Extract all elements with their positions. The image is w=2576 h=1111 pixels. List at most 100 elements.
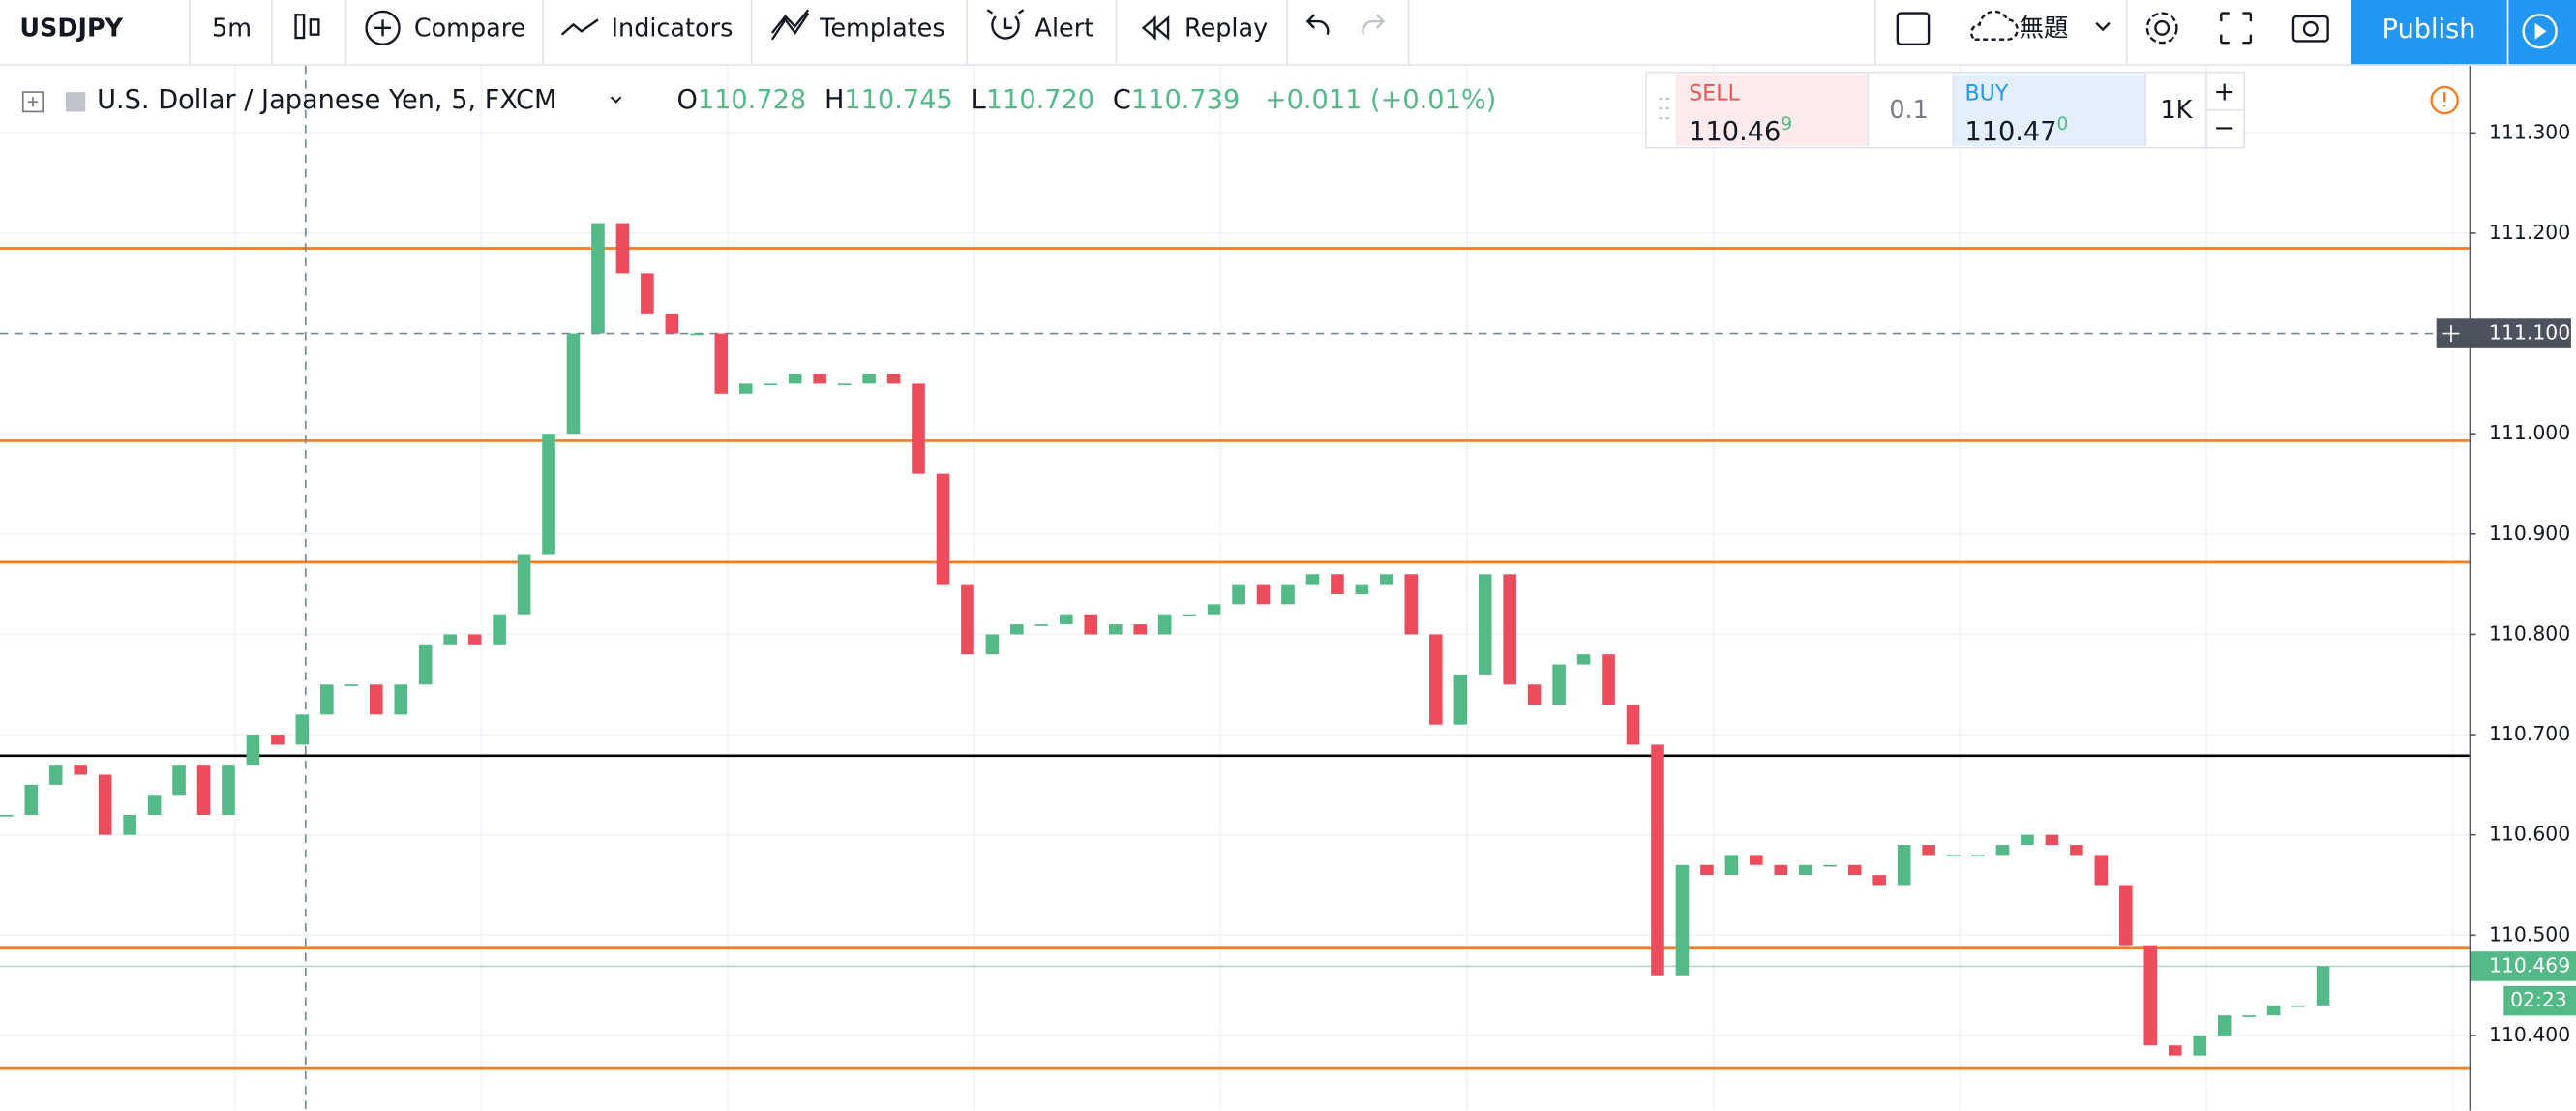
candle <box>1872 875 1886 886</box>
symbol[interactable]: USDJPY <box>19 13 124 44</box>
candle <box>1527 684 1542 705</box>
candle <box>1453 674 1468 725</box>
icon-settings[interactable] <box>2154 19 2171 36</box>
icon-square[interactable] <box>1896 12 1931 46</box>
icon-redo[interactable] <box>1362 14 1386 36</box>
quantity[interactable]: 1K <box>2160 95 2193 126</box>
icon-camera[interactable] <box>2302 20 2319 37</box>
candle <box>2168 1045 2182 1056</box>
ohlc-change: +0.011 (+0.01%) <box>1264 83 1497 115</box>
icon-camera[interactable] <box>2291 15 2329 43</box>
ohlc-value: 110.745 <box>844 83 953 115</box>
candle <box>1552 664 1566 705</box>
candle <box>862 374 876 384</box>
separator <box>1286 0 1288 65</box>
interval[interactable]: 5m <box>212 13 253 44</box>
icon-play[interactable] <box>2534 22 2547 40</box>
candle <box>961 584 974 655</box>
candle <box>2193 1035 2207 1056</box>
publish-label[interactable]: Publish <box>2381 13 2476 45</box>
icon-undo[interactable] <box>1305 14 1330 36</box>
trade-panel-dividers <box>1867 74 2245 147</box>
buy-button[interactable] <box>1953 74 2146 147</box>
icon-cloud[interactable] <box>1970 10 2019 41</box>
ohlc-label: L <box>971 83 986 115</box>
templates-button[interactable]: Templates <box>820 13 945 44</box>
candle <box>1060 614 1073 625</box>
layout-name[interactable]: 無題 <box>2019 13 2069 44</box>
separator <box>189 0 191 65</box>
ohlc-label: O <box>676 83 698 115</box>
candle <box>344 684 359 686</box>
icon-fullscreen[interactable] <box>2220 12 2253 45</box>
sell-price-sup[interactable]: 9 <box>1781 113 1793 135</box>
indicators-button[interactable]: Indicators <box>611 13 734 44</box>
candle <box>1084 614 1098 635</box>
toolbar-icons <box>21 9 2459 115</box>
candle <box>1798 864 1812 876</box>
countdown-bg <box>2503 985 2576 1016</box>
icon-collapse[interactable] <box>21 91 44 113</box>
legend-ohlc: O110.728 H110.745 L110.720 C110.739 +0.0… <box>676 84 1496 117</box>
alert-button[interactable]: Alert <box>1034 13 1094 44</box>
buy-price-sup[interactable]: 0 <box>2056 113 2069 135</box>
candle <box>1428 634 1443 725</box>
candle <box>295 714 310 745</box>
candle <box>172 765 186 796</box>
candle <box>1232 584 1245 605</box>
candle <box>615 223 630 274</box>
sell-price-main[interactable]: 110.46 <box>1689 115 1782 147</box>
candle <box>517 554 531 615</box>
sell-button[interactable] <box>1675 74 1869 147</box>
candle <box>74 765 87 775</box>
candle <box>2021 834 2034 846</box>
separator <box>271 0 273 65</box>
candle <box>788 374 802 384</box>
candle <box>1478 574 1492 675</box>
compare-button[interactable]: Compare <box>413 13 526 44</box>
countdown-label: 02:23 <box>2510 988 2567 1011</box>
separator <box>750 0 753 65</box>
publish-button[interactable] <box>2351 0 2507 65</box>
buy-label[interactable]: BUY <box>1964 81 2009 107</box>
icon-settings[interactable] <box>2145 12 2178 45</box>
last-price-bg <box>2471 951 2576 981</box>
icon-warning[interactable] <box>2430 85 2459 115</box>
candle <box>1897 845 1911 886</box>
candle <box>690 333 704 336</box>
buy-price-main[interactable]: 110.47 <box>1964 115 2057 147</box>
separator <box>1407 0 1410 65</box>
icon-caret[interactable] <box>2095 21 2111 32</box>
replay-button[interactable]: Replay <box>1184 13 1269 44</box>
candle <box>2316 966 2330 1006</box>
candle <box>1847 864 1862 876</box>
buy-price[interactable]: 110.470 <box>1964 108 2068 148</box>
candle <box>1724 855 1739 876</box>
candle <box>1380 574 1393 585</box>
icon-play[interactable] <box>2522 14 2558 49</box>
sell-label[interactable]: SELL <box>1689 81 1740 107</box>
icon-templates <box>770 9 810 41</box>
candle <box>2291 1005 2305 1007</box>
candle <box>1331 574 1344 594</box>
sell-price[interactable]: 110.469 <box>1689 108 1792 148</box>
separator <box>344 0 347 65</box>
candle <box>1034 624 1049 626</box>
candle <box>985 634 1000 655</box>
quantity-stepper[interactable] <box>2216 83 2233 130</box>
icon-candles <box>309 18 320 36</box>
candle <box>24 784 39 815</box>
candle <box>1108 624 1123 635</box>
icon-compare <box>374 19 392 37</box>
candle <box>738 383 753 394</box>
candle <box>641 273 654 314</box>
spread: 0.1 <box>1889 95 1929 126</box>
candle <box>591 223 605 334</box>
candle <box>0 814 14 817</box>
icon-alert <box>986 9 1025 40</box>
drag-handle[interactable] <box>1659 98 1669 120</box>
candle <box>813 374 826 384</box>
candle <box>1281 584 1295 605</box>
icon-symbol-caret[interactable] <box>610 96 622 104</box>
icon-collapse[interactable] <box>27 97 39 107</box>
